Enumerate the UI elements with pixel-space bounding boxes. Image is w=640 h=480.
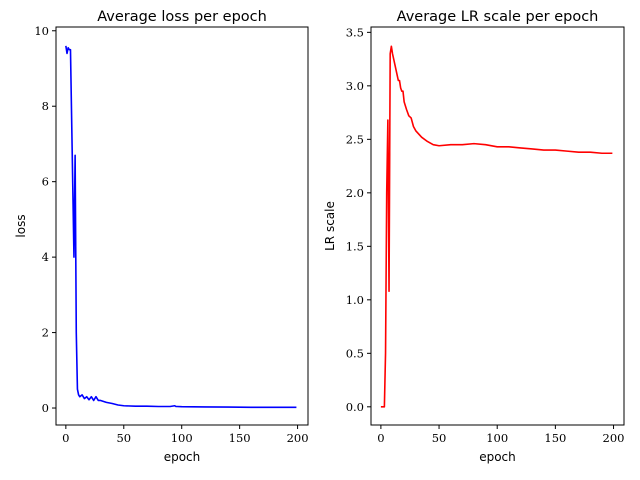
loss-chart-xlabel: epoch [164, 450, 201, 464]
lr-scale-chart-ytick-label: 2.5 [346, 132, 364, 146]
lr-scale-chart-xtick-label: 200 [603, 431, 625, 445]
lr-scale-chart: Average LR scale per epoch epoch LR scal… [323, 9, 625, 464]
lr-scale-chart-ytick-label: 1.0 [346, 293, 364, 307]
loss-chart-ytick-label: 0 [42, 401, 49, 415]
lr-scale-chart-xtick-label: 150 [544, 431, 566, 445]
loss-chart-xtick-label: 50 [116, 431, 131, 445]
lr-scale-chart-xtick-label: 100 [486, 431, 508, 445]
loss-chart-series-line [65, 45, 297, 409]
lr-scale-chart-axes-frame [370, 26, 625, 426]
loss-chart-title: Average loss per epoch [97, 9, 267, 25]
lr-scale-chart-ytick-label: 2.0 [346, 186, 364, 200]
lr-scale-chart-series-line [380, 45, 613, 408]
loss-chart-xtick-label: 150 [229, 431, 251, 445]
loss-chart: Average loss per epoch epoch loss 0 50 100… [14, 9, 309, 464]
loss-chart-xtick-label: 200 [287, 431, 309, 445]
loss-chart-ytick-label: 6 [42, 175, 49, 189]
lr-scale-chart-xlabel: epoch [479, 450, 516, 464]
lr-scale-chart-ytick-label: 3.0 [346, 79, 364, 93]
loss-chart-ytick-label: 2 [42, 326, 49, 340]
lr-scale-chart-ytick-label: 3.5 [346, 25, 364, 39]
lr-scale-chart-xtick-label: 0 [377, 431, 384, 445]
loss-chart-axes-frame [55, 26, 309, 426]
lr-scale-chart-ytick-label: 0.0 [346, 400, 364, 414]
lr-scale-chart-ytick-label: 0.5 [346, 346, 364, 360]
lr-scale-chart-title: Average LR scale per epoch [397, 9, 599, 25]
loss-chart-ylabel: loss [14, 214, 28, 237]
loss-chart-ytick-label: 4 [42, 250, 49, 264]
loss-chart-ytick-label: 10 [34, 24, 49, 38]
loss-chart-ytick-label: 8 [42, 99, 49, 113]
lr-scale-chart-ytick-label: 1.5 [346, 239, 364, 253]
lr-scale-chart-xtick-label: 50 [432, 431, 447, 445]
lr-scale-chart-ylabel: LR scale [323, 201, 337, 251]
loss-chart-xtick-label: 0 [62, 431, 69, 445]
loss-chart-xtick-label: 100 [171, 431, 193, 445]
